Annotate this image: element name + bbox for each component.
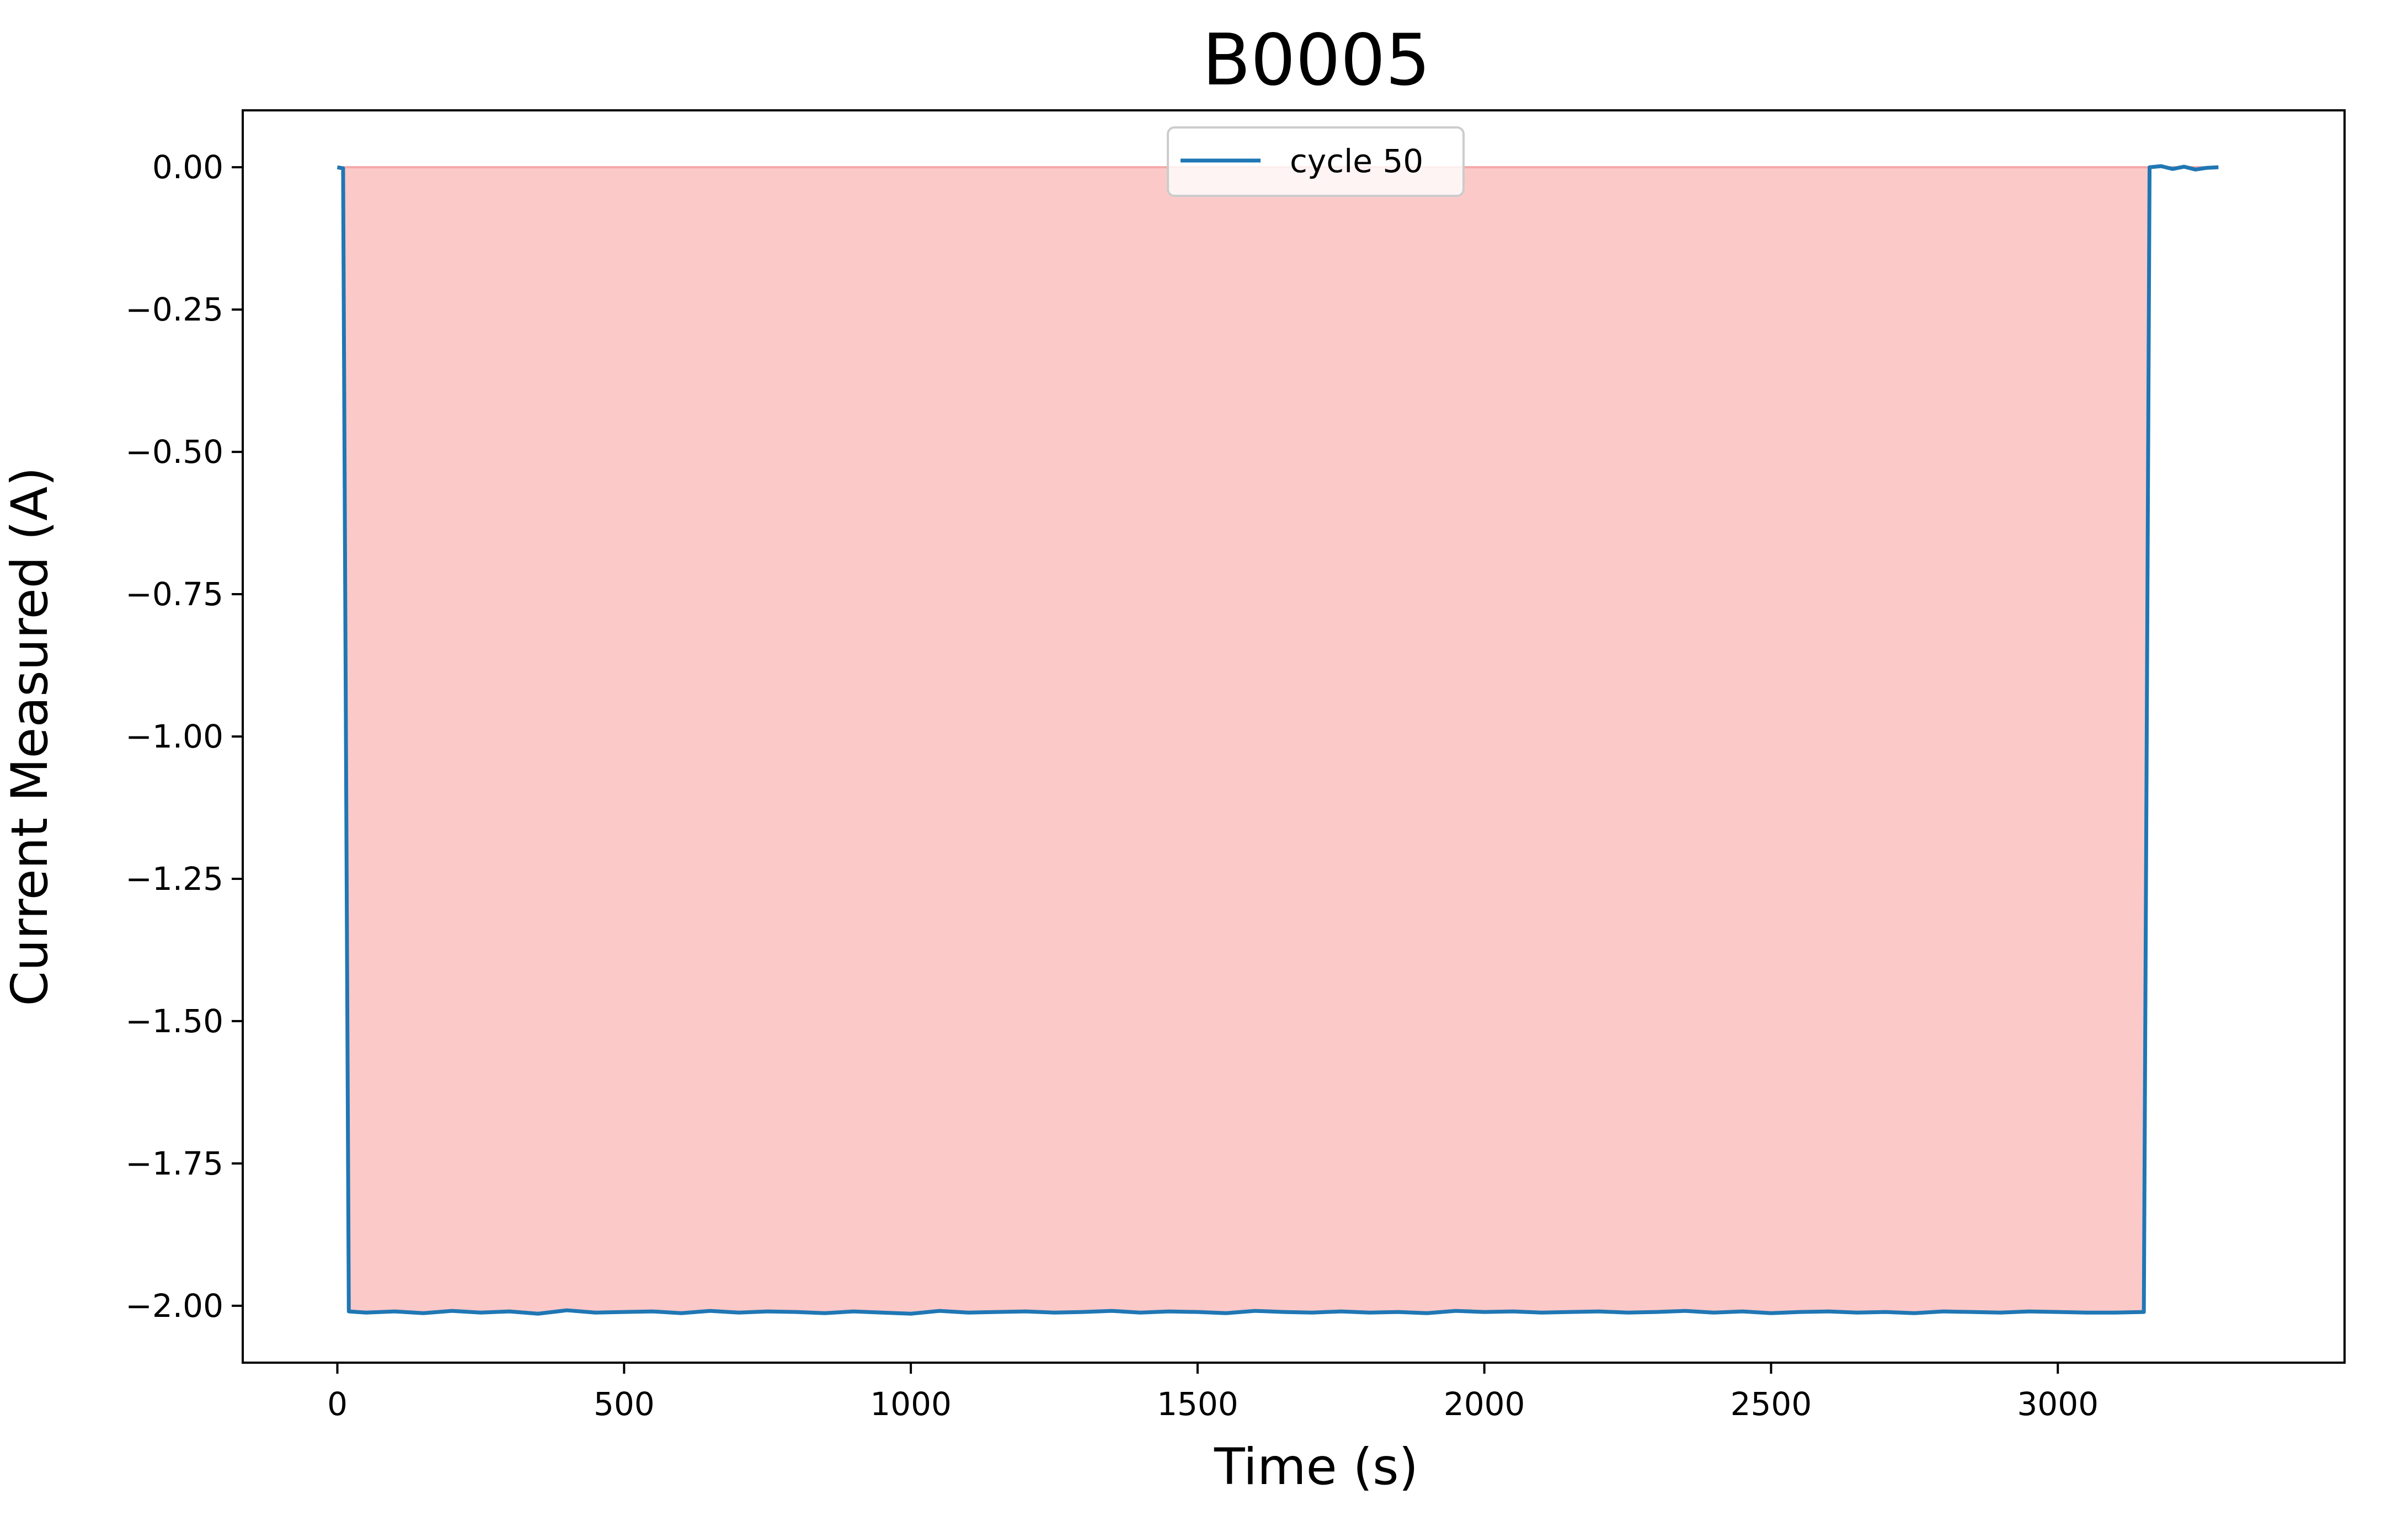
series-line [337,164,2219,1316]
y-tick-label: −2.00 [125,1287,223,1325]
y-tick-label: 0.00 [152,148,223,186]
y-tick-label: −1.50 [125,1002,223,1040]
x-tick-label: 2500 [1731,1385,1812,1423]
x-tick-label: 1500 [1157,1385,1238,1423]
x-axis-ticks: 0 500 1000 1500 2000 2500 3000 [327,1363,2099,1423]
x-tick-label: 0 [327,1385,348,1423]
y-tick-label: −1.00 [125,718,223,755]
chart-title: B0005 [1202,19,1430,102]
fill-area [337,165,2219,1315]
y-axis-label: Current Measured (A) [1,467,59,1006]
plot-area [337,164,2219,1316]
y-tick-label: −0.50 [125,433,223,471]
x-tick-label: 2000 [1444,1385,1525,1423]
x-tick-label: 1000 [870,1385,952,1423]
x-axis-label: Time (s) [1214,1438,1418,1496]
y-axis-ticks: 0.00 −0.25 −0.50 −0.75 −1.00 −1.25 −1.50 −1.75 −… [125,148,243,1325]
x-tick-label: 3000 [2017,1385,2099,1423]
y-tick-label: −0.25 [125,291,223,328]
y-tick-label: −1.25 [125,860,223,898]
x-tick-label: 500 [594,1385,655,1423]
y-tick-label: −1.75 [125,1145,223,1182]
legend-box [1167,126,1465,197]
legend-label: cycle 50 [1290,142,1423,180]
legend: cycle 50 [1167,126,1465,197]
y-tick-label: −0.75 [125,575,223,613]
